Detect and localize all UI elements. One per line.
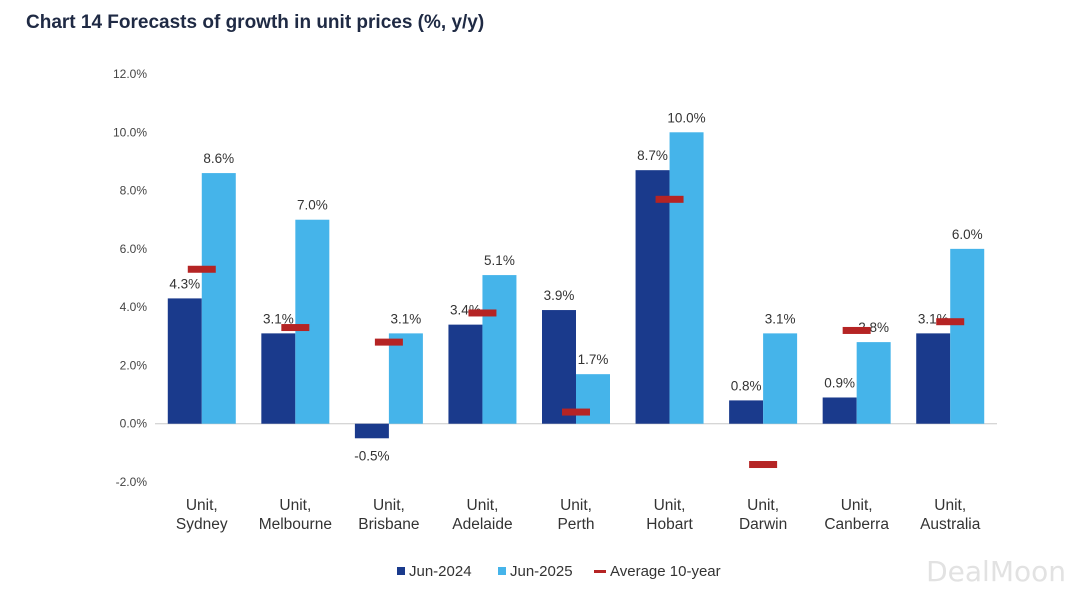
category-label: Darwin	[739, 516, 787, 533]
y-tick-label: 4.0%	[120, 300, 148, 314]
average-10-year-marker	[374, 338, 403, 346]
category-label: Melbourne	[259, 516, 332, 533]
data-label: 1.7%	[578, 352, 609, 367]
category-label: Sydney	[176, 516, 228, 533]
bar-jun-2024	[448, 324, 483, 424]
data-label: -0.5%	[354, 448, 389, 463]
y-tick-label: -2.0%	[116, 475, 148, 489]
category-label: Brisbane	[358, 516, 419, 533]
data-label: 6.0%	[952, 227, 983, 242]
bar-jun-2025	[669, 132, 704, 424]
data-label: 8.7%	[637, 148, 668, 163]
data-label: 3.9%	[544, 288, 575, 303]
average-10-year-marker	[187, 265, 216, 273]
bar-jun-2025	[856, 342, 891, 424]
y-tick-label: 10.0%	[113, 125, 147, 139]
category-label: Adelaide	[452, 516, 512, 533]
bar-jun-2024	[167, 298, 202, 424]
data-label: 0.9%	[824, 375, 855, 390]
y-tick-label: 6.0%	[120, 242, 148, 256]
average-10-year-marker	[936, 318, 965, 326]
watermark-text: DealMoon	[926, 555, 1066, 588]
bar-jun-2024	[635, 170, 670, 424]
bar-jun-2025	[388, 333, 423, 424]
data-label: 3.1%	[390, 311, 421, 326]
bar-jun-2025	[950, 248, 985, 424]
legend-jun-2024-swatch	[397, 567, 405, 575]
average-10-year-marker	[562, 408, 590, 416]
data-label: 7.0%	[297, 198, 328, 213]
legend-jun-2025-swatch	[498, 567, 506, 575]
data-label: 5.1%	[484, 253, 515, 268]
legend-jun-2025-label: Jun-2025	[510, 563, 573, 580]
bar-jun-2024	[261, 333, 296, 424]
data-label: 3.1%	[765, 311, 796, 326]
bar-jun-2024	[542, 310, 576, 424]
category-label: Unit,	[560, 497, 592, 514]
data-label: 4.3%	[169, 276, 200, 291]
data-label: 3.1%	[263, 311, 294, 326]
category-label: Unit,	[841, 497, 873, 514]
data-label: 8.6%	[203, 151, 234, 166]
bar-jun-2025	[576, 374, 610, 424]
average-10-year-marker	[842, 326, 871, 334]
category-label: Unit,	[654, 497, 686, 514]
category-label: Perth	[557, 516, 594, 533]
bar-jun-2025	[482, 275, 517, 424]
legend-average-10-year-label: Average 10-year	[610, 563, 721, 580]
y-tick-label: 12.0%	[113, 67, 147, 81]
chart-title: Chart 14 Forecasts of growth in unit pri…	[26, 12, 485, 33]
category-label: Unit,	[467, 497, 499, 514]
average-10-year-marker	[281, 324, 310, 332]
legend-jun-2024-label: Jun-2024	[409, 563, 472, 580]
category-label: Hobart	[646, 516, 693, 533]
category-label: Unit,	[186, 497, 218, 514]
data-label: 10.0%	[667, 110, 705, 125]
bar-jun-2024	[916, 333, 951, 424]
average-10-year-marker	[749, 461, 778, 469]
average-10-year-marker	[655, 195, 684, 203]
category-label: Unit,	[373, 497, 405, 514]
average-10-year-marker	[468, 309, 497, 317]
y-tick-label: 2.0%	[120, 358, 148, 372]
category-label: Canberra	[824, 516, 889, 533]
bar-jun-2024	[729, 400, 764, 424]
category-label: Unit,	[934, 497, 966, 514]
bar-jun-2025	[201, 173, 236, 424]
data-label: 0.8%	[731, 378, 762, 393]
y-tick-label: 0.0%	[120, 417, 148, 431]
bar-jun-2024	[354, 423, 389, 439]
category-label: Australia	[920, 516, 981, 533]
legend-average-10-year-swatch	[594, 570, 606, 573]
category-label: Unit,	[747, 497, 779, 514]
y-tick-label: 8.0%	[120, 184, 148, 198]
bar-jun-2025	[763, 333, 798, 424]
bar-jun-2024	[822, 397, 857, 424]
category-label: Unit,	[279, 497, 311, 514]
bar-jun-2025	[295, 219, 330, 424]
